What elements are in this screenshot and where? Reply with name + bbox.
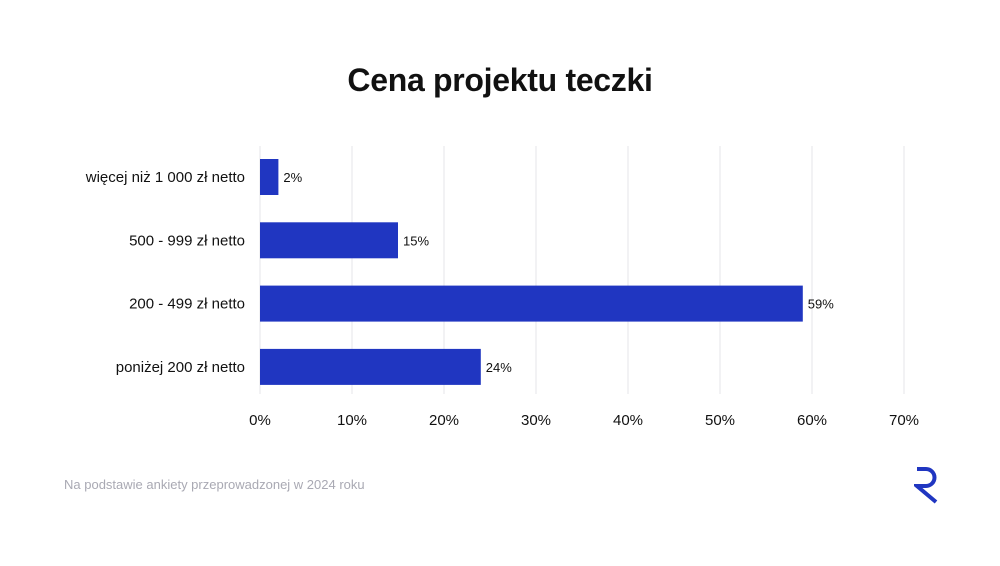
bars <box>260 159 803 385</box>
x-tick-label: 40% <box>613 412 643 429</box>
category-labels: więcej niż 1 000 zł netto 500 - 999 zł ne… <box>85 169 245 376</box>
chart-title: Cena projektu teczki <box>347 62 653 98</box>
data-labels: 2% 15% 59% 24% <box>283 170 834 375</box>
data-label: 59% <box>808 297 834 312</box>
x-tick-label: 70% <box>889 412 919 429</box>
bar <box>260 159 279 195</box>
bar <box>260 285 803 322</box>
category-label: więcej niż 1 000 zł netto <box>85 169 245 186</box>
x-axis-ticks: 0% 10% 20% 30% 40% 50% 60% 70% <box>249 412 919 429</box>
category-label: 500 - 999 zł netto <box>129 232 245 249</box>
data-label: 24% <box>486 360 512 375</box>
x-tick-label: 10% <box>337 412 367 429</box>
bar <box>260 348 481 385</box>
footnote: Na podstawie ankiety przeprowadzonej w 2… <box>64 477 365 492</box>
r-logo-icon <box>914 467 938 504</box>
data-label: 2% <box>283 170 302 185</box>
bar <box>260 222 398 259</box>
category-label: poniżej 200 zł netto <box>116 359 245 376</box>
x-tick-label: 30% <box>521 412 551 429</box>
x-tick-label: 60% <box>797 412 827 429</box>
category-label: 200 - 499 zł netto <box>129 296 245 313</box>
x-tick-label: 0% <box>249 412 271 429</box>
data-label: 15% <box>403 233 429 248</box>
x-tick-label: 20% <box>429 412 459 429</box>
x-tick-label: 50% <box>705 412 735 429</box>
